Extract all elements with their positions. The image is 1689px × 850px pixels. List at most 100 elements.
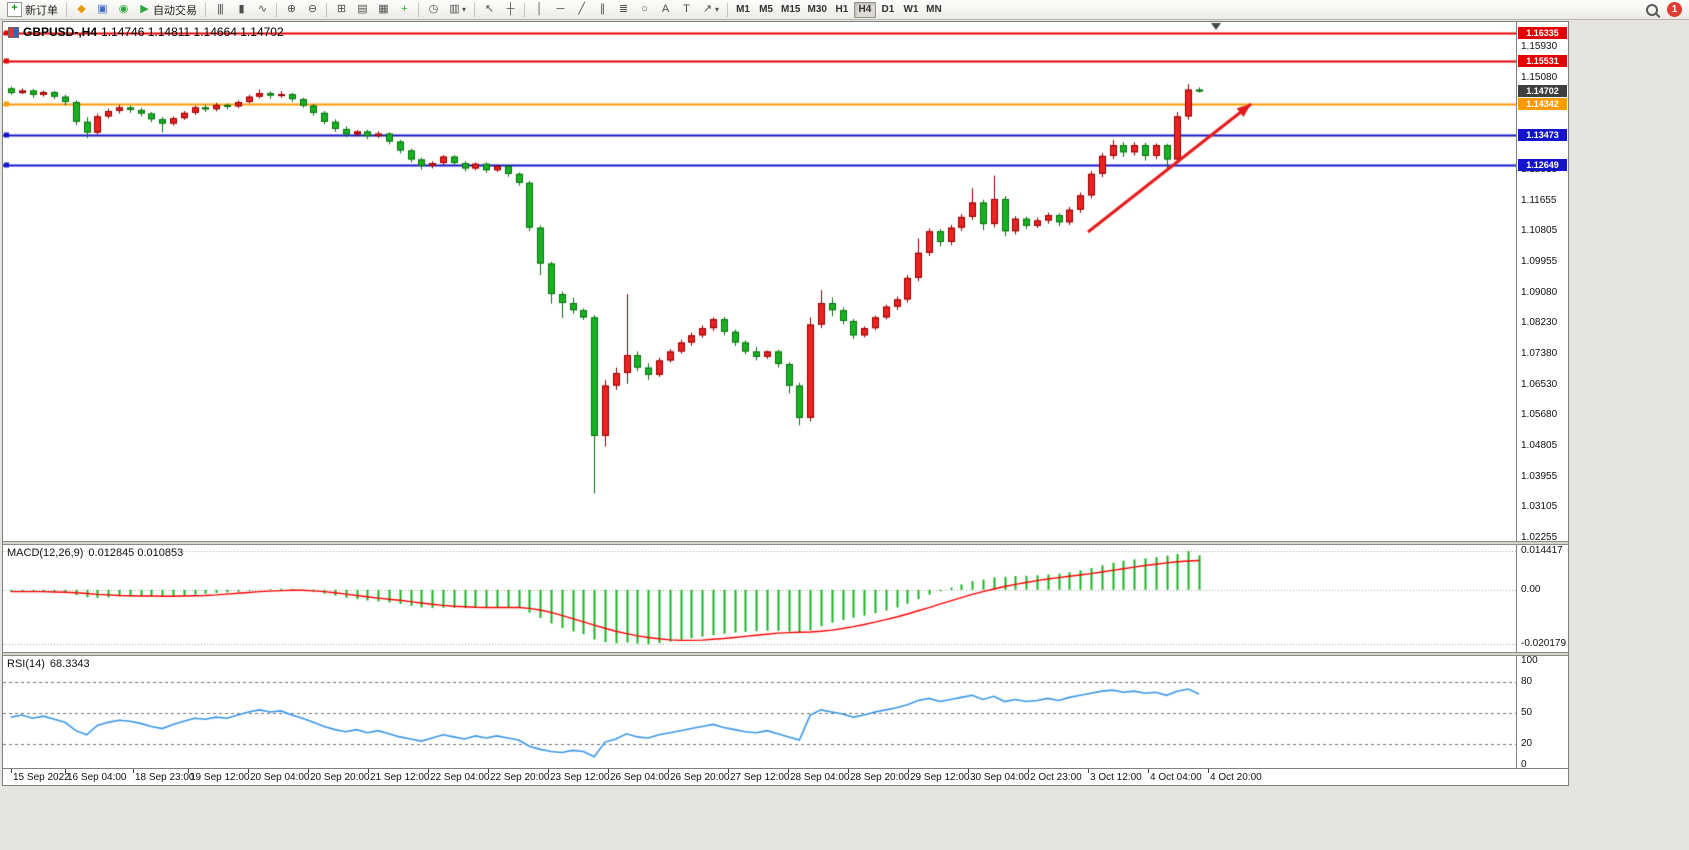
support-icon: ◉	[118, 3, 129, 15]
autotrading-label: 自动交易	[153, 4, 197, 17]
arrows-tool-button[interactable]: ↗ ▾	[697, 1, 723, 18]
price-chart-canvas[interactable]	[3, 22, 1516, 541]
price-badge: 1.14342	[1518, 98, 1567, 111]
time-tick	[728, 769, 729, 773]
zoom-in-button[interactable]: ⊕	[281, 1, 301, 18]
autotrading-play-icon: ▶	[140, 3, 148, 15]
search-button[interactable]	[1642, 1, 1662, 18]
templates-button[interactable]: ▥ ▾	[444, 1, 470, 18]
indicators-button[interactable]: +	[394, 1, 414, 18]
panel-resize-handle[interactable]	[3, 541, 1568, 545]
rsi-tick: 80	[1521, 675, 1533, 687]
macd-panel: MACD(12,26,9) 0.012845 0.010853 0.014417…	[3, 545, 1568, 652]
time-label: 18 Sep 23:00	[135, 772, 195, 783]
time-label: 30 Sep 04:00	[970, 772, 1030, 783]
time-label: 28 Sep 04:00	[790, 772, 850, 783]
time-label: 16 Sep 04:00	[67, 772, 127, 783]
tile-windows-button[interactable]: ⊞	[331, 1, 351, 18]
new-chart-button[interactable]: ▤	[352, 1, 372, 18]
time-tick	[1088, 769, 1089, 773]
timeframe-h1-button[interactable]: H1	[831, 2, 853, 18]
chart-title: GBPUSD-,H4 1.14746 1.14811 1.14664 1.147…	[8, 25, 284, 39]
vertical-line-button[interactable]: │	[529, 1, 549, 18]
navigator-button[interactable]: ▣	[92, 1, 112, 18]
toolbar-separator	[326, 2, 327, 17]
crosshair-icon: ┼	[506, 3, 515, 15]
price-axis[interactable]: 1.159301.150801.142301.133701.125151.116…	[1516, 22, 1568, 543]
notification-badge[interactable]: 1	[1667, 2, 1682, 17]
toolbar-separator	[727, 2, 729, 17]
chart-icon	[8, 26, 19, 38]
toolbar-separator	[276, 2, 277, 17]
timeframe-d1-button[interactable]: D1	[877, 2, 899, 18]
macd-tick: -0.020179	[1521, 638, 1567, 650]
horizontal-line-button[interactable]: ─	[550, 1, 570, 18]
time-axis[interactable]: 15 Sep 2022 16 Sep 04:00 18 Sep 23:00 19 Se…	[3, 768, 1568, 784]
navigator-icon: ▣	[97, 3, 107, 15]
time-label: 15 Sep 2022	[13, 772, 70, 783]
timeframe-mn-button[interactable]: MN	[923, 2, 945, 18]
timeframe-m5-button[interactable]: M5	[755, 2, 777, 18]
shapes-button[interactable]: ○	[634, 1, 654, 18]
autotrading-button[interactable]: ▶ 自动交易	[134, 1, 201, 18]
text-tool-button[interactable]: A	[655, 1, 675, 18]
time-label: 3 Oct 12:00	[1090, 772, 1142, 783]
metaeditor-button[interactable]: ◆	[71, 1, 91, 18]
fibonacci-button[interactable]: ≣	[613, 1, 633, 18]
line-chart-button[interactable]: ∿	[252, 1, 272, 18]
macd-tick: 0.00	[1521, 583, 1541, 595]
time-tick	[188, 769, 189, 773]
rsi-chart-canvas[interactable]	[3, 656, 1516, 768]
bar-chart-button[interactable]: |||	[210, 1, 230, 18]
new-order-button[interactable]: + 新订单	[3, 1, 62, 18]
crosshair-button[interactable]: ┼	[500, 1, 520, 18]
macd-chart-canvas[interactable]	[3, 545, 1516, 652]
toolbar-separator	[524, 2, 526, 17]
label-tool-button[interactable]: T	[676, 1, 696, 18]
zoom-out-button[interactable]: ⊖	[302, 1, 322, 18]
search-icon	[1646, 3, 1658, 16]
candlestick-chart-icon: ▮	[238, 3, 244, 15]
timeframe-m1-button[interactable]: M1	[732, 2, 754, 18]
timeframe-h4-button[interactable]: H4	[853, 1, 876, 18]
time-tick	[548, 769, 549, 773]
periods-button[interactable]: ◷	[423, 1, 443, 18]
panel-resize-handle[interactable]	[3, 652, 1568, 656]
rsi-value: 68.3343	[49, 658, 90, 670]
price-tick: 1.03105	[1521, 501, 1558, 513]
trendline-button[interactable]: ╱	[571, 1, 591, 18]
rsi-axis[interactable]: 100 80 50 20 0	[1516, 655, 1568, 770]
time-tick	[908, 769, 909, 773]
support-button[interactable]: ◉	[113, 1, 133, 18]
price-tick: 1.15930	[1521, 41, 1558, 53]
price-tick: 1.09080	[1521, 286, 1558, 298]
chevron-down-icon: ▾	[715, 5, 720, 14]
price-tick: 1.05680	[1521, 409, 1558, 421]
tile-windows-icon: ⊞	[336, 3, 346, 15]
zoom-out-icon: ⊖	[307, 3, 317, 15]
shapes-icon: ○	[641, 3, 648, 15]
arrange-windows-button[interactable]: ▦	[373, 1, 393, 18]
macd-axis[interactable]: 0.014417 0.00 -0.020179	[1516, 545, 1568, 652]
price-tick: 1.10805	[1521, 225, 1558, 237]
arrows-tool-icon: ↗	[702, 3, 712, 15]
timeframe-w1-button[interactable]: W1	[900, 2, 922, 18]
price-tick: 1.06530	[1521, 378, 1558, 390]
rsi-label: RSI(14) 68.3343	[7, 658, 90, 670]
candlestick-chart-button[interactable]: ▮	[231, 1, 251, 18]
price-panel: GBPUSD-,H4 1.14746 1.14811 1.14664 1.147…	[3, 22, 1568, 543]
price-tick: 1.02255	[1521, 531, 1558, 543]
toolbar-separator	[66, 2, 67, 17]
cursor-button[interactable]: ↖	[479, 1, 499, 18]
zoom-in-icon: ⊕	[286, 3, 296, 15]
macd-name: MACD(12,26,9)	[7, 547, 84, 559]
time-label: 20 Sep 04:00	[250, 772, 310, 783]
toolbar: + 新订单 ◆ ▣ ◉ ▶ 自动交易 ||| ▮ ∿ ⊕ ⊖ ⊞ ▤ ▦ + ◷…	[0, 0, 1689, 20]
time-tick	[65, 769, 66, 773]
price-badge: 1.15531	[1518, 55, 1567, 68]
channel-button[interactable]: ∥	[592, 1, 612, 18]
timeframe-m15-button[interactable]: M15	[778, 2, 803, 18]
price-tick: 1.04805	[1521, 440, 1558, 452]
rsi-tick: 50	[1521, 706, 1533, 718]
timeframe-m30-button[interactable]: M30	[804, 2, 829, 18]
